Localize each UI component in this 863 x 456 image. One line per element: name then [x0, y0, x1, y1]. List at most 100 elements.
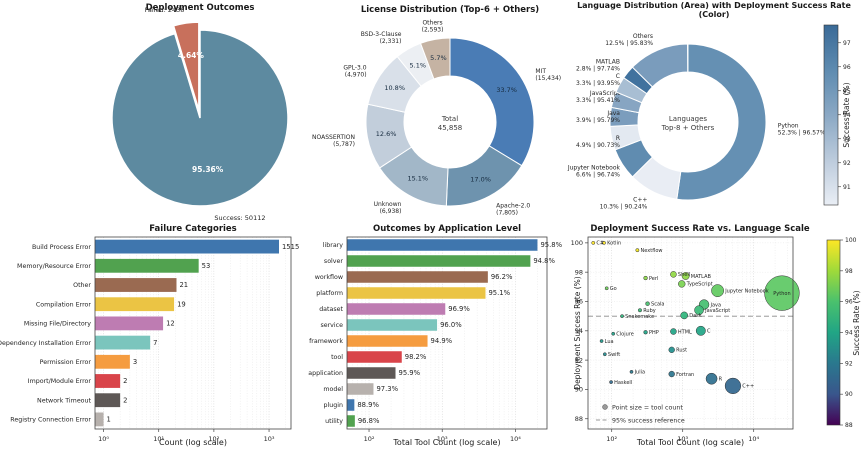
value-label-library: 95.8% [540, 241, 562, 249]
donut-label-python: Python [778, 122, 799, 129]
scatter-point-matlab [681, 272, 690, 280]
scatter-point-clojure [611, 331, 616, 336]
bar-permission-error [95, 354, 130, 369]
bar-utility [347, 415, 355, 427]
scatter-point-python [764, 275, 800, 311]
scatter-point-jupyter-notebook [711, 284, 724, 298]
category-label-platform: platform [316, 290, 343, 297]
point-label-typescript: TypeScript [686, 282, 713, 288]
scatter-point-perl [643, 275, 648, 281]
y-tick-label: 94 [575, 327, 583, 335]
scatter-point-c [724, 377, 742, 395]
donut-label-c: C++ [633, 196, 647, 203]
scatter-point-dask [680, 311, 689, 320]
x-tick-label: 10⁰ [98, 435, 109, 443]
colorbar-tick-label: 98 [845, 268, 853, 275]
donut-sublabel-r: 4.9% | 90.73% [576, 142, 620, 149]
category-label-other: Other [73, 282, 91, 289]
donut-pct-gpl-3-0: 10.8% [384, 84, 405, 92]
pie-callout-success: Success: 50112 [214, 214, 265, 222]
donut-center-line1: Total [441, 115, 458, 123]
donut-label-matlab: MATLAB [596, 59, 620, 66]
point-label-snakemake: Snakemake [625, 314, 654, 320]
bar-dependency-installation-error [95, 335, 151, 350]
point-label-c: C# [596, 241, 604, 247]
colorbar-tick-label: 91 [843, 184, 851, 191]
point-label-r: R [719, 377, 723, 383]
point-label-clojure: Clojure [616, 332, 634, 338]
category-label-memory-resource-error: Memory/Resource Error [17, 263, 91, 270]
colorbar-tick-label: 92 [845, 360, 853, 367]
scatter-point-go [604, 286, 609, 291]
colorbar-tick-label: 88 [845, 422, 853, 429]
value-label-compilation-error: 19 [177, 300, 186, 308]
donut-label-noassertion: NOASSERTION [312, 134, 355, 141]
donut-sublabel-c: 10.3% | 90.24% [600, 203, 648, 210]
donut-sublabel-others: (2,593) [422, 27, 444, 34]
category-label-tool: tool [331, 354, 343, 361]
point-label-c: C [707, 329, 711, 335]
license-donut-title: License Distribution (Top-6 + Others) [360, 5, 540, 15]
category-label-application: application [308, 370, 343, 377]
colorbar-tick-label: 96 [843, 64, 851, 71]
scatter-point-php [643, 330, 648, 335]
bar-memory-resource-error [95, 258, 199, 273]
category-label-workflow: workflow [315, 274, 343, 281]
donut-label-jupyter-notebook: Jupyter Notebook [567, 165, 621, 172]
donut-label-javascript: JavaScript [589, 90, 621, 97]
value-label-workflow: 96.2% [491, 273, 513, 281]
point-label-lua: Lua [605, 339, 614, 345]
axes-frame [94, 236, 292, 430]
scatter-point-r [705, 372, 718, 385]
x-tick-label: 10² [606, 435, 617, 443]
scatter-point-scala [645, 301, 650, 306]
scatter-point-julia [629, 369, 634, 374]
donut-sublabel-java: 3.9% | 95.79% [576, 117, 620, 124]
value-label-service: 96.0% [440, 321, 462, 329]
bar-framework [347, 335, 428, 347]
pie-pct-success: 95.36% [192, 165, 224, 174]
x-tick-label: 10⁴ [510, 435, 521, 443]
value-label-solver: 94.8% [533, 257, 555, 265]
bar-compilation-error [95, 297, 175, 312]
y-tick-label: 88 [575, 415, 583, 423]
x-tick-label: 10² [364, 435, 375, 443]
donut-pct-noassertion: 12.6% [376, 130, 397, 138]
point-label-php: PHP [649, 330, 659, 336]
bar-library [347, 239, 538, 251]
value-label-model: 97.3% [376, 385, 398, 393]
value-label-utility: 96.8% [358, 417, 380, 425]
pie-slice-success [111, 29, 289, 207]
y-tick-label: 96 [575, 298, 583, 306]
value-label-registry-connection-error: 1 [107, 416, 111, 424]
donut-center-line2: 45,858 [438, 124, 463, 132]
bar-service [347, 319, 438, 331]
value-label-framework: 94.9% [431, 337, 453, 345]
app-bars-title: Outcomes by Application Level [372, 224, 522, 234]
axes-frame [346, 236, 548, 430]
value-label-other: 21 [179, 281, 188, 289]
donut-center-line2: Top-8 + Others [661, 124, 715, 132]
category-label-build-process-error: Build Process Error [32, 244, 91, 251]
point-label-perl: Perl [649, 276, 658, 282]
donut-pct-mit: 33.7% [496, 86, 517, 94]
y-tick-label: 90 [575, 386, 583, 394]
donut-sublabel-jupyter-notebook: 6.6% | 96.74% [576, 172, 620, 179]
donut-sublabel-gpl-3-0: (4,970) [345, 72, 367, 79]
scatter-point-lua [599, 339, 604, 343]
category-label-network-timeout: Network Timeout [37, 397, 92, 404]
category-label-model: model [323, 386, 343, 393]
chart-deployment-outcomes: 4.64% 95.36% Failed: 2438 Success: 50112 [111, 6, 289, 222]
point-label-kotlin: Kotlin [607, 241, 621, 247]
donut-sublabel-javascript: 3.3% | 95.41% [576, 97, 620, 104]
y-tick-label: 92 [575, 356, 583, 364]
point-label-html: HTML [678, 329, 692, 335]
colorbar-tick-label: 94 [845, 330, 853, 337]
category-label-compilation-error: Compilation Error [36, 301, 92, 308]
bar-import-module-error [95, 374, 121, 388]
donut-pct-apache-2-0: 17.0% [470, 175, 491, 183]
point-label-jupyter-notebook: Jupyter Notebook [724, 288, 769, 294]
app-xlabel: Total Tool Count (log scale) [393, 438, 501, 447]
